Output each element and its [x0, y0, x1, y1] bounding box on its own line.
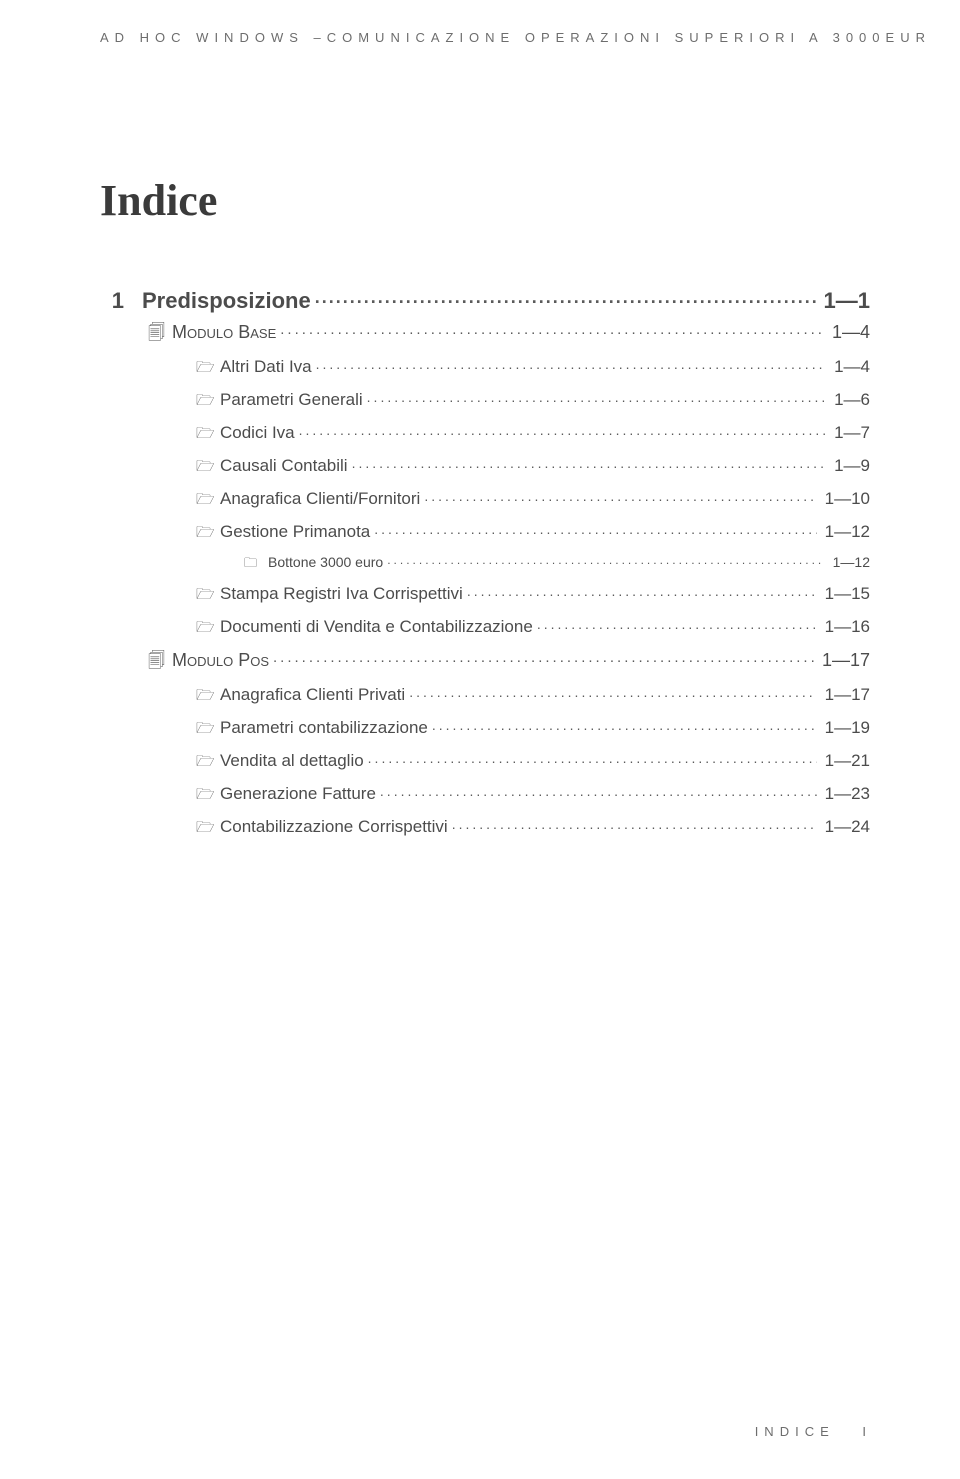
toc-entry-page: 1—16	[821, 617, 870, 637]
toc-leader	[299, 421, 826, 438]
doc-icon: 🗐	[148, 320, 172, 349]
folder_open-icon: 🗁	[196, 522, 220, 547]
toc-entry-label: Stampa Registri Iva Corrispettivi	[220, 584, 463, 604]
folder_open-icon: 🗁	[196, 784, 220, 809]
toc-leader	[352, 454, 827, 471]
toc-leader	[380, 782, 817, 799]
toc-entry-page: 1—24	[821, 817, 870, 837]
toc-entry: 🗐Modulo Pos 1—17	[100, 648, 870, 677]
toc-entry: 🗁Causali Contabili 1—9	[100, 454, 870, 481]
toc-section-label: Predisposizione	[142, 288, 311, 314]
toc-entry: 🗁Contabilizzazione Corrispettivi 1—24	[100, 815, 870, 842]
toc-entry-label: Bottone 3000 euro	[268, 554, 383, 570]
folder_open-icon: 🗁	[196, 685, 220, 710]
running-header: AD HOC WINDOWS –COMUNICAZIONE OPERAZIONI…	[100, 30, 870, 45]
folder_open-icon: 🗁	[196, 456, 220, 481]
toc-entry-label: Vendita al dettaglio	[220, 751, 364, 771]
folder_open-icon: 🗁	[196, 584, 220, 609]
folder_open-icon: 🗁	[196, 751, 220, 776]
folder_closed-icon: 🗀	[244, 554, 268, 576]
toc-entry-page: 1—17	[821, 685, 870, 705]
toc-entry-page: 1—7	[830, 423, 870, 443]
page-title: Indice	[100, 175, 870, 226]
toc-entry-label: Contabilizzazione Corrispettivi	[220, 817, 448, 837]
toc-leader	[273, 648, 814, 666]
toc-leader	[432, 716, 817, 733]
toc-entry: 🗁Stampa Registri Iva Corrispettivi 1—15	[100, 582, 870, 609]
toc-entry-label: Documenti di Vendita e Contabilizzazione	[220, 617, 533, 637]
toc-entry: 🗁Anagrafica Clienti Privati 1—17	[100, 683, 870, 710]
toc-entry-page: 1—19	[821, 718, 870, 738]
toc-leader	[387, 553, 824, 567]
toc-section-heading: 1 Predisposizione 1—1	[100, 286, 870, 314]
toc-entry-page: 1—23	[821, 784, 870, 804]
toc-entry: 🗁Anagrafica Clienti/Fornitori 1—10	[100, 487, 870, 514]
toc-entry-page: 1—10	[821, 489, 870, 509]
toc-entry-label: Parametri Generali	[220, 390, 363, 410]
toc-entry-page: 1—9	[830, 456, 870, 476]
toc-entry-label: Generazione Fatture	[220, 784, 376, 804]
folder_open-icon: 🗁	[196, 357, 220, 382]
toc-leader	[409, 683, 816, 700]
toc-entry-page: 1—6	[830, 390, 870, 410]
toc-entry-page: 1—12	[821, 522, 870, 542]
toc-leader	[316, 355, 826, 372]
toc-entry-page: 1—17	[818, 650, 870, 671]
toc-entry: 🗁Vendita al dettaglio 1—21	[100, 749, 870, 776]
toc-entry: 🗁Altri Dati Iva 1—4	[100, 355, 870, 382]
toc-entry-page: 1—4	[828, 322, 870, 343]
doc-icon: 🗐	[148, 648, 172, 677]
toc-entry-label: Causali Contabili	[220, 456, 348, 476]
toc-entry-label: Anagrafica Clienti/Fornitori	[220, 489, 420, 509]
toc-entry-label: Modulo Pos	[172, 650, 269, 671]
folder_open-icon: 🗁	[196, 817, 220, 842]
toc-section-page: 1—1	[820, 288, 870, 314]
toc-entry-label: Codici Iva	[220, 423, 295, 443]
toc-entries-container: 🗐Modulo Base1—4🗁Altri Dati Iva1—4🗁Parame…	[100, 320, 870, 842]
toc-leader	[424, 487, 816, 504]
toc-entry-label: Altri Dati Iva	[220, 357, 312, 377]
toc-entry-page: 1—15	[821, 584, 870, 604]
toc-leader	[280, 320, 824, 338]
folder_open-icon: 🗁	[196, 390, 220, 415]
toc-leader	[368, 749, 817, 766]
folder_open-icon: 🗁	[196, 489, 220, 514]
toc-entry-page: 1—12	[829, 554, 870, 570]
folder_open-icon: 🗁	[196, 423, 220, 448]
toc-leader	[315, 286, 816, 308]
toc-entry-label: Modulo Base	[172, 322, 276, 343]
toc-leader	[467, 582, 817, 599]
page-content: AD HOC WINDOWS –COMUNICAZIONE OPERAZIONI…	[100, 30, 870, 1429]
footer-page-number: I	[862, 1424, 870, 1439]
toc-entry: 🗁Parametri Generali 1—6	[100, 388, 870, 415]
toc-entry-label: Gestione Primanota	[220, 522, 370, 542]
toc-entry: 🗁Gestione Primanota 1—12	[100, 520, 870, 547]
running-footer: INDICE I	[755, 1424, 870, 1439]
toc-leader	[452, 815, 817, 832]
toc-entry-label: Parametri contabilizzazione	[220, 718, 428, 738]
toc-entry: 🗁Documenti di Vendita e Contabilizzazion…	[100, 615, 870, 642]
folder_open-icon: 🗁	[196, 617, 220, 642]
table-of-contents: 1 Predisposizione 1—1 🗐Modulo Base1—4🗁Al…	[100, 286, 870, 842]
toc-entry-page: 1—4	[830, 357, 870, 377]
toc-entry-label: Anagrafica Clienti Privati	[220, 685, 405, 705]
footer-label: INDICE	[755, 1424, 835, 1439]
toc-entry: 🗁Codici Iva 1—7	[100, 421, 870, 448]
toc-entry: 🗐Modulo Base 1—4	[100, 320, 870, 349]
toc-entry: 🗁Parametri contabilizzazione 1—19	[100, 716, 870, 743]
toc-section-number: 1	[100, 288, 142, 314]
toc-entry: 🗁Generazione Fatture 1—23	[100, 782, 870, 809]
toc-leader	[537, 615, 817, 632]
toc-leader	[367, 388, 826, 405]
toc-entry-page: 1—21	[821, 751, 870, 771]
toc-entry: 🗀Bottone 3000 euro 1—12	[100, 553, 870, 576]
folder_open-icon: 🗁	[196, 718, 220, 743]
toc-leader	[374, 520, 816, 537]
